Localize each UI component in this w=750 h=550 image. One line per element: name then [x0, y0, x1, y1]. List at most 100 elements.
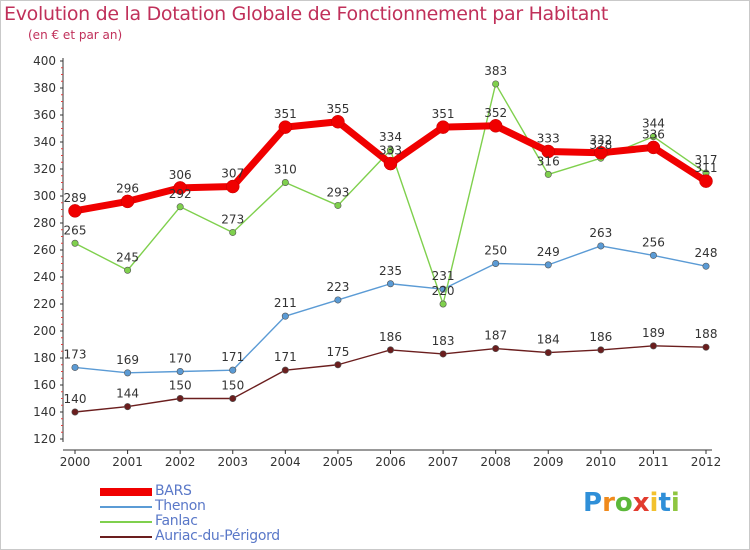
legend-label: BARS	[155, 483, 192, 499]
data-point	[492, 259, 500, 267]
data-point	[594, 146, 608, 160]
x-tick-label: 2003	[217, 455, 248, 469]
y-tick-label: 380	[33, 81, 56, 95]
x-tick-label: 2000	[60, 455, 91, 469]
x-tick-label: 2004	[270, 455, 301, 469]
legend-label: Fanlac	[155, 513, 198, 529]
series-thenon	[71, 242, 710, 377]
data-label: 333	[537, 131, 560, 145]
x-tick-label: 2006	[375, 455, 406, 469]
data-label: 171	[274, 350, 297, 364]
data-point	[544, 170, 552, 178]
data-label: 293	[326, 185, 349, 199]
x-tick-label: 2012	[691, 455, 722, 469]
data-label: 316	[537, 154, 560, 168]
x-tick-label: 2005	[323, 455, 354, 469]
data-point	[120, 194, 135, 209]
data-point	[71, 239, 79, 247]
data-point	[281, 312, 289, 320]
y-tick-label: 120	[33, 432, 56, 446]
y-tick-label: 280	[33, 216, 56, 230]
proxiti-logo: Proxiti	[583, 488, 680, 518]
data-point	[176, 394, 184, 402]
y-tick-label: 260	[33, 243, 56, 257]
data-point	[124, 369, 132, 377]
data-point	[71, 363, 79, 371]
data-point	[649, 133, 657, 141]
legend-swatch	[100, 536, 152, 538]
data-point	[386, 146, 394, 154]
logo-letter: t	[658, 488, 671, 518]
x-tick-label: 2002	[165, 455, 196, 469]
data-point	[281, 179, 289, 187]
data-label: 328	[589, 138, 612, 152]
y-tick-label: 160	[33, 378, 56, 392]
series-bars	[68, 115, 713, 218]
data-label: 245	[116, 250, 139, 264]
data-label: 235	[379, 264, 402, 278]
data-point	[439, 350, 447, 358]
chart-subtitle: (en € et par an)	[28, 28, 123, 42]
data-label: 332	[589, 133, 612, 147]
data-point	[541, 144, 555, 159]
data-label: 171	[221, 350, 244, 364]
series-auriac-du-p-rigord	[71, 342, 710, 416]
data-label: 220	[432, 284, 455, 298]
legend-label: Thenon	[155, 498, 206, 514]
logo-letter: r	[602, 488, 615, 518]
data-point	[334, 361, 342, 369]
x-tick-label: 2010	[586, 455, 617, 469]
data-label: 223	[326, 280, 349, 294]
data-label: 296	[116, 181, 139, 195]
data-point	[488, 119, 503, 133]
data-label: 344	[642, 117, 665, 131]
data-point	[334, 296, 342, 304]
legend-swatch	[100, 506, 152, 508]
data-label: 311	[695, 161, 718, 175]
data-label: 173	[64, 347, 87, 361]
y-tick-label: 400	[33, 54, 56, 68]
axes: 120 140 160 180 200 220 240 260 280 300 320 340 360 3…	[33, 54, 721, 469]
data-label: 306	[169, 168, 192, 182]
data-point	[229, 366, 237, 374]
data-label: 352	[484, 106, 507, 120]
data-point	[649, 251, 657, 259]
data-label: 273	[221, 212, 244, 226]
series-layer	[68, 80, 713, 416]
data-label: 184	[537, 333, 560, 347]
x-tick-label: 2011	[638, 455, 669, 469]
legend-swatch	[100, 488, 152, 496]
data-point	[229, 228, 237, 236]
data-label: 150	[221, 379, 244, 393]
data-point	[68, 204, 82, 218]
data-point	[71, 408, 79, 416]
data-label: 307	[221, 167, 244, 181]
data-point	[124, 403, 132, 411]
data-point	[597, 346, 605, 354]
data-label: 231	[432, 269, 455, 283]
data-label: 144	[116, 387, 139, 401]
data-label: 265	[64, 223, 87, 237]
data-point	[278, 120, 293, 134]
data-label: 186	[589, 330, 612, 344]
data-label: 250	[484, 244, 507, 258]
data-label: 351	[432, 107, 455, 121]
data-label: 170	[169, 352, 192, 366]
y-tick-label: 340	[33, 135, 56, 149]
data-label: 333	[379, 144, 402, 158]
data-label: 289	[64, 191, 87, 205]
legend-label: Auriac-du-Périgord	[155, 528, 280, 544]
x-tick-label: 2009	[533, 455, 564, 469]
y-tick-label: 360	[33, 108, 56, 122]
data-point	[176, 367, 184, 375]
data-point	[699, 174, 713, 188]
data-point	[646, 140, 661, 155]
data-label: 351	[274, 107, 297, 121]
data-point	[544, 349, 552, 357]
data-point	[386, 346, 394, 354]
data-point	[281, 366, 289, 374]
data-point	[124, 266, 132, 274]
data-point	[383, 156, 398, 171]
x-tick-label: 2007	[428, 455, 459, 469]
